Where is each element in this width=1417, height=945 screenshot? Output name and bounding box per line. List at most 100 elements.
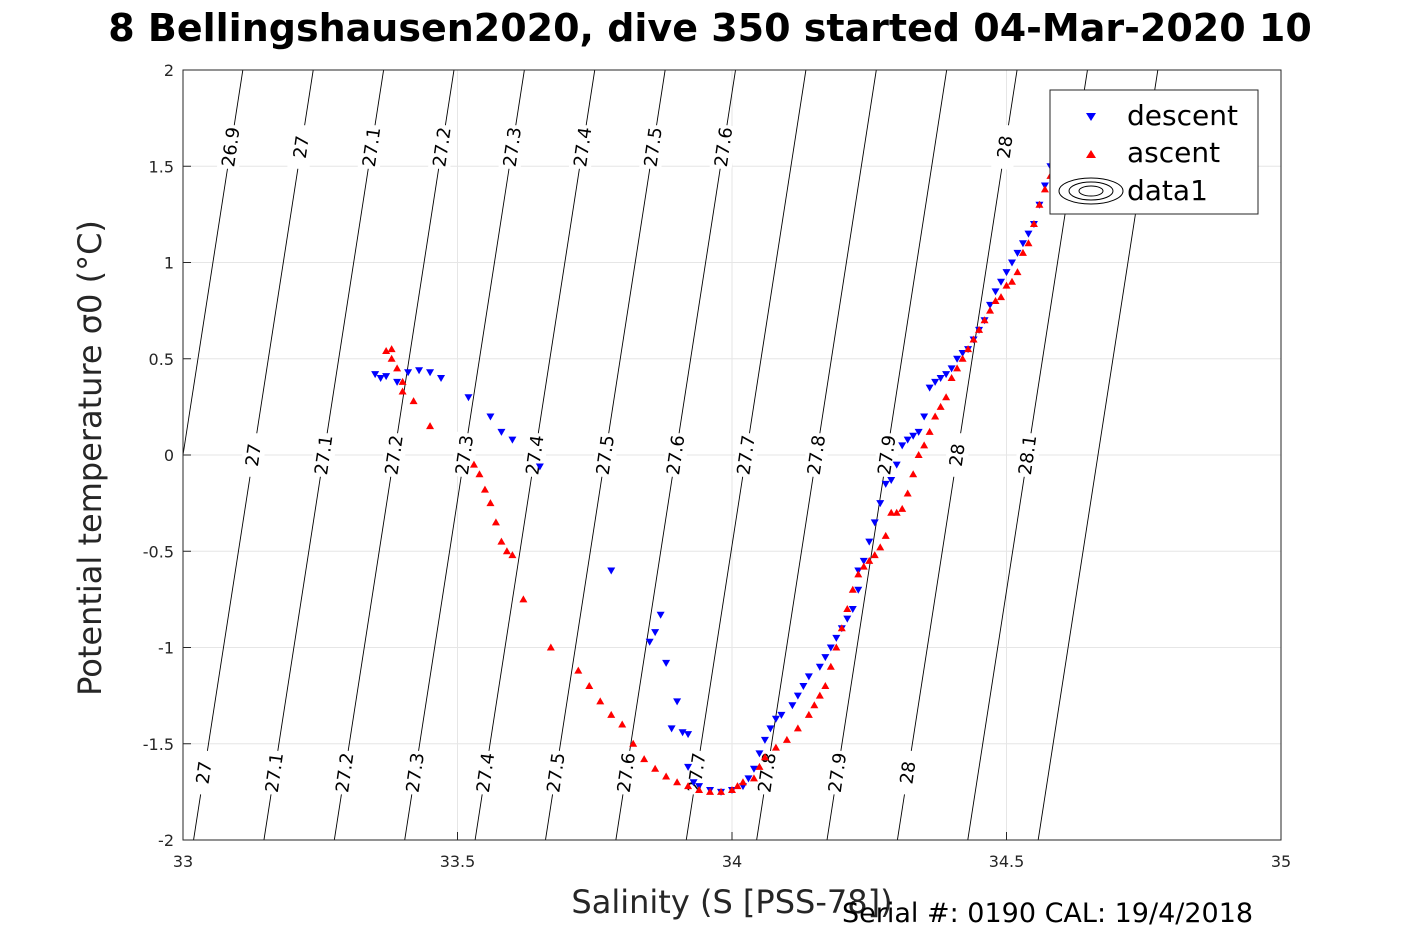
ascent-point xyxy=(975,325,984,333)
legend-data1-marker xyxy=(1058,177,1124,205)
ascent-point xyxy=(986,306,995,314)
ascent-point xyxy=(969,335,978,343)
ascent-point xyxy=(546,643,555,651)
series-ascent xyxy=(382,171,1055,795)
descent-point xyxy=(997,278,1006,286)
descent-point xyxy=(382,373,391,381)
contour-label: 27.6 xyxy=(612,749,641,796)
contour-label-bg xyxy=(823,749,852,796)
chart-title: 8 Bellingshausen2020, dive 350 started 0… xyxy=(108,6,1312,50)
descent-point xyxy=(832,634,841,642)
descent-point xyxy=(667,725,676,733)
ascent-point xyxy=(607,710,616,718)
ascent-point xyxy=(728,785,736,793)
descent-point xyxy=(843,615,852,623)
ascent-point xyxy=(854,570,863,578)
descent-point xyxy=(1007,259,1016,267)
y-tick-label: 1 xyxy=(164,254,174,273)
x-axis-label: Salinity (S [PSS-78]) xyxy=(571,883,892,921)
descent-point xyxy=(766,725,775,733)
descent-point xyxy=(684,731,693,739)
ascent-point xyxy=(475,470,484,478)
contour-label-bg xyxy=(498,123,527,171)
ascent-point xyxy=(508,551,517,559)
contour-label: 27 xyxy=(287,123,316,171)
contour-label-bg xyxy=(709,123,738,171)
descent-point xyxy=(1024,230,1033,238)
descent-point xyxy=(535,463,544,471)
contour-label: 28 xyxy=(991,123,1020,171)
contour-label-bg xyxy=(541,749,570,796)
contour-label-bg xyxy=(216,123,245,171)
ascent-point xyxy=(876,543,885,551)
ascent-point xyxy=(826,662,835,670)
descent-point xyxy=(799,683,808,690)
legend-descent-marker xyxy=(1086,113,1096,121)
ascent-point xyxy=(931,412,940,420)
contour-label-bg xyxy=(330,749,359,796)
ascent-point xyxy=(881,531,890,539)
descent-point xyxy=(755,750,764,758)
descent-point xyxy=(953,355,962,363)
ascent-point xyxy=(887,508,896,516)
ascent-point xyxy=(980,316,989,324)
contour-label: 27 xyxy=(239,431,268,479)
ascent-point xyxy=(574,666,583,674)
descent-point xyxy=(804,673,813,681)
y-tick-label: 0.5 xyxy=(149,350,174,369)
contour-label-bg xyxy=(872,431,901,479)
descent-point xyxy=(903,436,912,444)
ascent-point xyxy=(865,556,874,564)
descent-point xyxy=(689,779,698,787)
ascent-point xyxy=(892,508,901,516)
y-tick-label: -1 xyxy=(158,639,174,658)
ascent-point xyxy=(640,755,649,763)
ascent-point xyxy=(997,293,1006,301)
contour-label: 28 xyxy=(943,431,972,479)
descent-point xyxy=(777,711,786,719)
ascent-point xyxy=(1024,239,1033,247)
ascent-point xyxy=(755,762,764,770)
contour-label: 28 xyxy=(893,749,922,796)
y-tick-label: -0.5 xyxy=(143,542,174,561)
contour-label-bg xyxy=(991,123,1020,171)
descent-point xyxy=(991,288,1000,296)
descent-point xyxy=(892,461,901,469)
contour-label-bg xyxy=(401,749,430,796)
x-tick-label: 33.5 xyxy=(440,852,476,871)
ascent-point xyxy=(717,787,726,795)
legend-ascent-marker xyxy=(1086,150,1096,158)
descent-point xyxy=(497,428,506,436)
ascent-point xyxy=(662,772,671,780)
ascent-point xyxy=(953,364,962,372)
ascent-point xyxy=(398,387,407,395)
contour-label-bg xyxy=(591,431,620,479)
contour-label-bg xyxy=(732,431,761,479)
ascent-point xyxy=(920,441,929,449)
ascent-point xyxy=(491,518,500,526)
contour-label: 27.3 xyxy=(498,123,527,171)
y-tick-label: 0 xyxy=(164,446,174,465)
contour-label-bg xyxy=(943,431,972,479)
ascent-point xyxy=(673,778,682,786)
x-tick-label: 35 xyxy=(1271,852,1291,871)
legend-ascent-label: ascent xyxy=(1127,136,1220,169)
descent-point xyxy=(870,519,879,527)
ascent-point xyxy=(426,422,435,430)
ascent-point xyxy=(1035,200,1044,208)
contour-label: 27.2 xyxy=(380,431,409,479)
ascent-point xyxy=(695,785,704,793)
contour-label-bg xyxy=(568,123,597,171)
descent-point xyxy=(1018,240,1027,248)
descent-point xyxy=(859,557,868,565)
contour-label-bg xyxy=(612,749,641,796)
descent-point xyxy=(508,436,517,444)
y-tick-label: 2 xyxy=(164,61,174,80)
y-axis-label: Potential temperature σ0 (°C) xyxy=(71,220,109,696)
ascent-point xyxy=(382,347,391,355)
ascent-point xyxy=(843,605,852,612)
descent-point xyxy=(942,371,951,379)
ascent-point xyxy=(782,735,791,743)
ascent-point xyxy=(387,354,396,362)
